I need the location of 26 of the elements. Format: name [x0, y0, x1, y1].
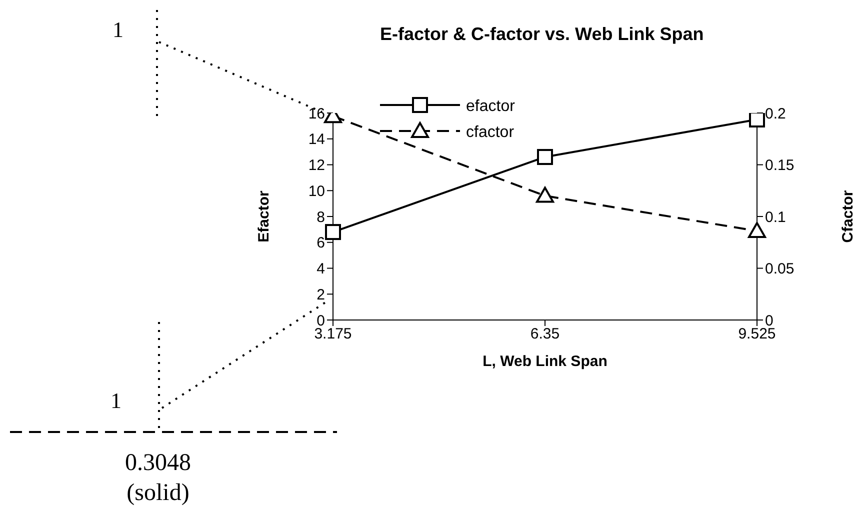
y2-tick-label: 0.15 [765, 157, 794, 174]
y2-tick-label: 0.05 [765, 260, 794, 278]
legend-label: cfactor [466, 124, 515, 141]
y-tick-label: 16 [308, 105, 325, 122]
chart-title: E-factor & C-factor vs. Web Link Span [380, 24, 704, 45]
text: (solid) [126, 480, 190, 506]
text: 0.3048 [125, 450, 191, 476]
text: 1 [110, 388, 122, 413]
point [537, 148, 553, 165]
y2-tick-label: 0.1 [765, 208, 786, 226]
point [749, 113, 765, 128]
x-tick-label: 6.35 [530, 326, 560, 343]
y-tick-label: 2 [316, 286, 325, 304]
point [325, 224, 341, 240]
y-axis-title: Efactor [255, 190, 272, 242]
y-tick-label: 12 [308, 157, 325, 174]
y2-tick-label: 0.2 [765, 105, 786, 122]
y-tick-label: 10 [308, 182, 325, 200]
y-tick-label: 4 [316, 260, 325, 278]
y-tick-label: 6 [316, 234, 325, 252]
x-axis-title: L, Web Link Span [482, 353, 608, 370]
legend-label: efactor [466, 98, 516, 115]
text: 1 [112, 17, 124, 42]
y2-axis-title: Cfactor [839, 190, 856, 243]
y-tick-label: 14 [308, 131, 325, 148]
y-tick-label: 8 [316, 208, 325, 226]
